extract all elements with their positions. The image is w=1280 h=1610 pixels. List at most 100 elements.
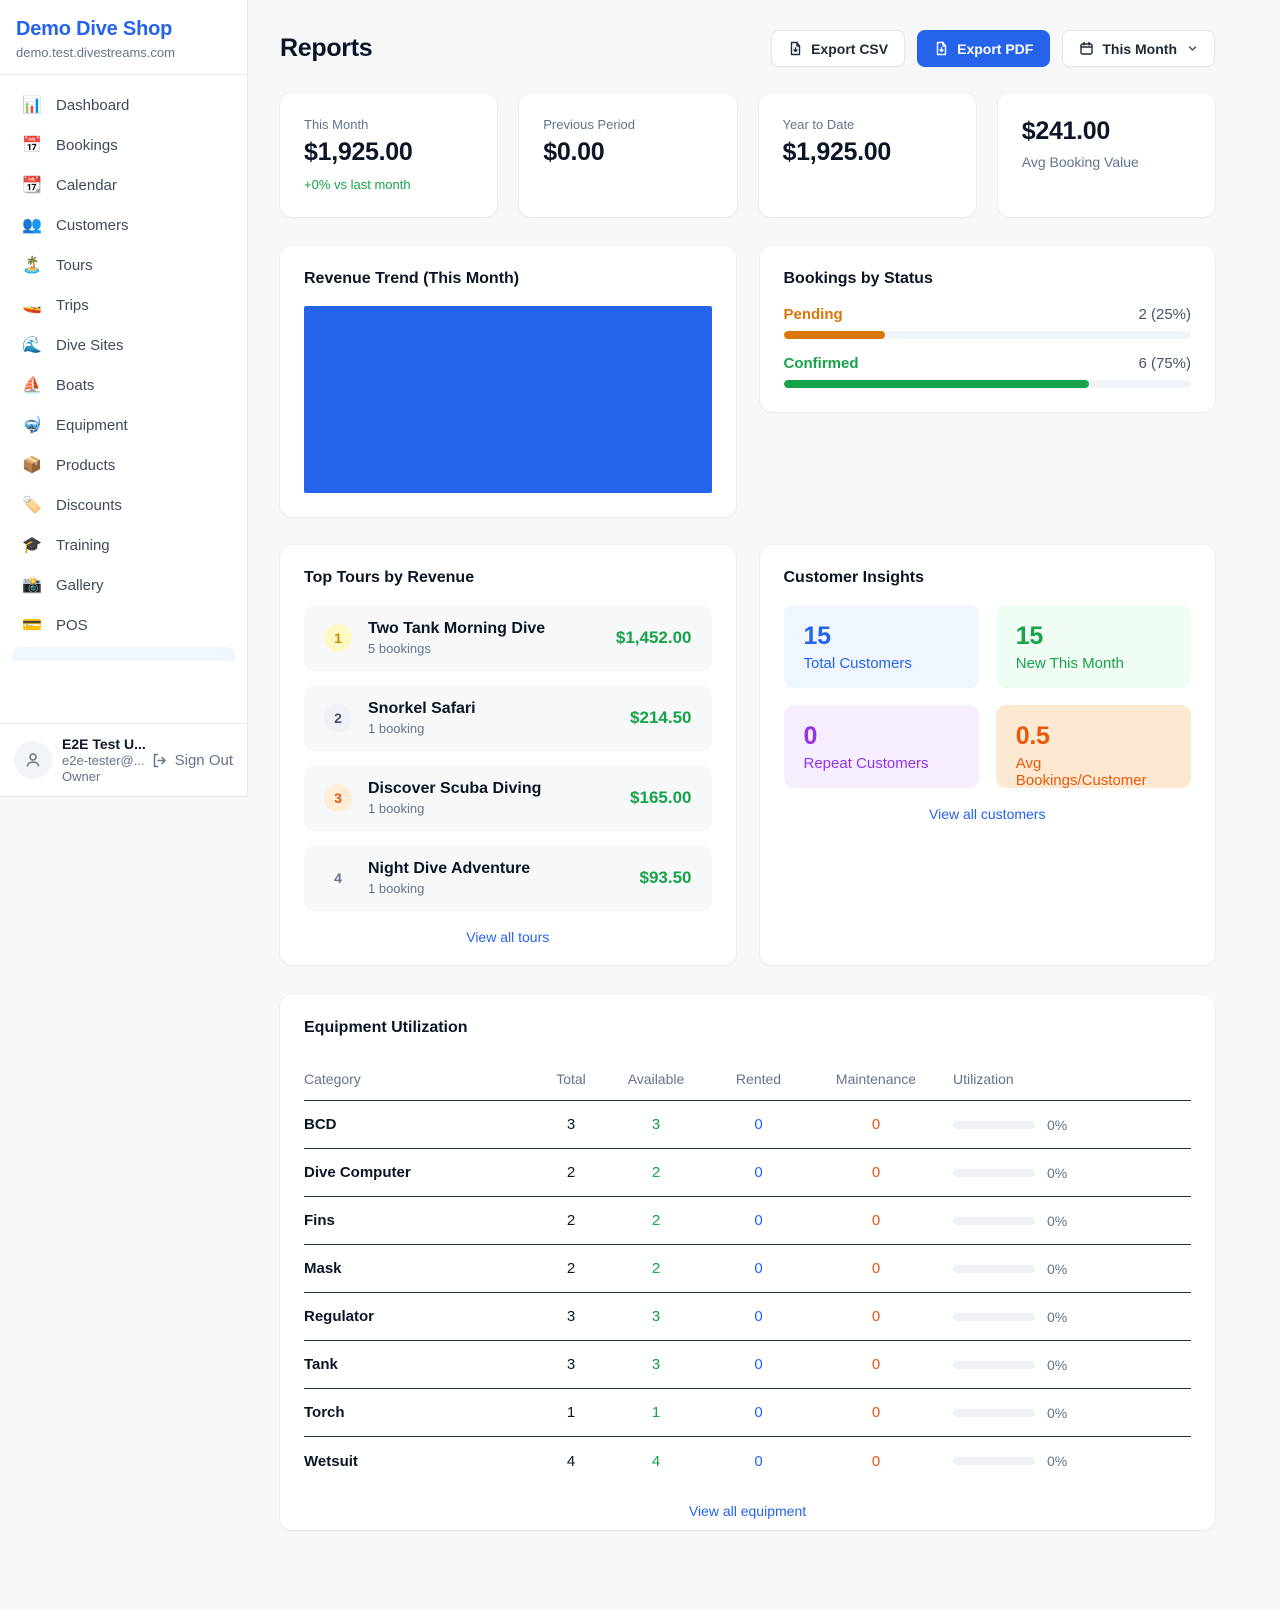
sidebar-item-label: Training xyxy=(56,537,110,554)
stat-delta: +0% vs last month xyxy=(304,177,411,192)
bookings-status-card: Bookings by Status Pending 2 (25%) Confi… xyxy=(759,246,1215,412)
cell-utilization: 0% xyxy=(941,1117,1191,1133)
status-count: 2 (25%) xyxy=(1138,306,1191,323)
cell-category: Mask xyxy=(304,1260,342,1277)
stat-card-this-month: This Month $1,925.00 +0% vs last month xyxy=(280,93,498,217)
table-row: Torch 1 1 0 0 0% xyxy=(304,1389,1191,1437)
sidebar-item-reports-active-partial[interactable] xyxy=(12,647,235,661)
sidebar-item-customers[interactable]: 👥 Customers xyxy=(12,207,235,244)
equipment-table: Category Total Available Rented Maintena… xyxy=(304,1057,1191,1485)
tour-bookings: 1 booking xyxy=(368,801,425,816)
utilization-percent: 0% xyxy=(1047,1453,1068,1469)
chevron-down-icon xyxy=(1188,46,1197,51)
utilization-track xyxy=(953,1360,1035,1369)
export-pdf-button[interactable]: Export PDF xyxy=(917,30,1051,67)
top-tours-card: Top Tours by Revenue 1 Two Tank Morning … xyxy=(280,545,736,965)
sidebar-item-boats[interactable]: ⛵ Boats xyxy=(12,367,235,404)
tile-total-customers: 15 Total Customers xyxy=(783,605,979,688)
view-all-tours-link[interactable]: View all tours xyxy=(466,929,550,945)
status-label: Pending xyxy=(783,306,843,323)
sidebar-item-products[interactable]: 📦 Products xyxy=(12,447,235,484)
customers-icon: 👥 xyxy=(22,216,42,234)
table-row: Tank 3 3 0 0 0% xyxy=(304,1341,1191,1389)
sidebar-item-label: Equipment xyxy=(56,417,128,434)
cell-total: 3 xyxy=(566,1356,576,1373)
tour-revenue: $1,452.00 xyxy=(615,628,692,647)
sidebar-item-trips[interactable]: 🚤 Trips xyxy=(12,287,235,324)
sidebar-item-dive-sites[interactable]: 🌊 Dive Sites xyxy=(12,327,235,364)
brand-domain: demo.test.divestreams.com xyxy=(16,45,175,60)
cell-available: 2 xyxy=(651,1164,661,1181)
sidebar-item-tours[interactable]: 🏝️ Tours xyxy=(12,247,235,284)
sidebar-item-dashboard[interactable]: 📊 Dashboard xyxy=(12,87,235,124)
file-download-icon xyxy=(790,41,801,56)
sidebar-item-calendar[interactable]: 📆 Calendar xyxy=(12,167,235,204)
tour-bookings: 1 booking xyxy=(368,881,425,896)
cell-rented: 0 xyxy=(754,1164,763,1181)
period-dropdown[interactable]: This Month xyxy=(1062,30,1215,67)
table-row: Regulator 3 3 0 0 0% xyxy=(304,1293,1191,1341)
calendar-icon: 📆 xyxy=(22,176,42,194)
utilization-percent: 0% xyxy=(1047,1212,1068,1229)
tile-repeat-customers: 0 Repeat Customers xyxy=(783,705,979,788)
tour-row: 3 Discover Scuba Diving 1 booking $165.0… xyxy=(304,765,712,831)
tour-row: 4 Night Dive Adventure 1 booking $93.50 xyxy=(304,845,712,911)
cell-category: Torch xyxy=(304,1404,345,1421)
cell-available: 2 xyxy=(651,1260,661,1277)
cell-available: 4 xyxy=(651,1452,661,1470)
tile-label: Repeat Customers xyxy=(803,755,929,772)
brand-block: Demo Dive Shop demo.test.divestreams.com xyxy=(0,0,247,75)
export-csv-button[interactable]: Export CSV xyxy=(771,30,906,67)
cell-available: 3 xyxy=(651,1116,661,1133)
mid-row: Top Tours by Revenue 1 Two Tank Morning … xyxy=(280,545,1215,965)
sidebar-item-equipment[interactable]: 🤿 Equipment xyxy=(12,407,235,444)
cell-category: BCD xyxy=(304,1116,337,1133)
sidebar-item-discounts[interactable]: 🏷️ Discounts xyxy=(12,487,235,524)
gallery-icon: 📸 xyxy=(22,576,42,594)
sidebar-item-label: Dive Sites xyxy=(56,337,124,354)
sidebar-item-label: Bookings xyxy=(56,137,118,154)
bookings-icon: 📅 xyxy=(22,136,42,154)
user-email: e2e-tester@... xyxy=(62,753,145,768)
table-header-row: Category Total Available Rented Maintena… xyxy=(304,1057,1191,1101)
cell-total: 2 xyxy=(566,1164,576,1181)
view-all-equipment-link[interactable]: View all equipment xyxy=(688,1503,807,1519)
tour-bookings: 1 booking xyxy=(368,721,425,736)
cell-rented: 0 xyxy=(754,1116,763,1133)
sidebar-item-label: Calendar xyxy=(56,177,117,194)
table-row: Wetsuit 4 4 0 0 0% xyxy=(304,1437,1191,1485)
view-all-customers-link[interactable]: View all customers xyxy=(929,806,1046,822)
table-row: BCD 3 3 0 0 0% xyxy=(304,1101,1191,1149)
sidebar-item-label: POS xyxy=(56,617,88,634)
utilization-track xyxy=(953,1312,1035,1321)
utilization-track xyxy=(953,1216,1035,1225)
cell-rented: 0 xyxy=(754,1260,763,1277)
sidebar-item-label: Customers xyxy=(56,217,129,234)
rank-badge: 1 xyxy=(324,624,352,652)
calendar-icon xyxy=(1080,41,1094,55)
cell-category: Tank xyxy=(304,1356,338,1373)
customer-insights-title: Customer Insights xyxy=(783,569,924,586)
status-count: 6 (75%) xyxy=(1138,355,1191,372)
customer-insights-card: Customer Insights 15 Total Customers 15 … xyxy=(759,545,1215,965)
rank-badge: 3 xyxy=(324,784,352,812)
sidebar-item-label: Gallery xyxy=(56,577,104,594)
main-content: Reports Export CSV Export PDF This Month xyxy=(280,0,1215,1530)
cell-category: Dive Computer xyxy=(304,1164,411,1181)
page-title: Reports xyxy=(280,34,373,62)
status-row-pending: Pending 2 (25%) xyxy=(783,306,1191,339)
user-role: Owner xyxy=(62,769,101,784)
stat-label: Avg Booking Value xyxy=(1021,154,1139,170)
sidebar-item-training[interactable]: 🎓 Training xyxy=(12,527,235,564)
tour-name: Two Tank Morning Dive xyxy=(368,620,546,637)
stat-label: Year to Date xyxy=(782,117,855,132)
sidebar-item-pos[interactable]: 💳 POS xyxy=(12,607,235,644)
tour-name: Night Dive Adventure xyxy=(368,860,531,877)
sidebar-item-gallery[interactable]: 📸 Gallery xyxy=(12,567,235,604)
sidebar-item-bookings[interactable]: 📅 Bookings xyxy=(12,127,235,164)
header-actions: Export CSV Export PDF This Month xyxy=(771,30,1215,67)
products-icon: 📦 xyxy=(22,456,42,474)
progress-fill-confirmed xyxy=(783,380,1090,388)
equipment-utilization-card: Equipment Utilization Category Total Ava… xyxy=(280,995,1215,1530)
sign-out-button[interactable]: Sign Out xyxy=(151,752,233,769)
